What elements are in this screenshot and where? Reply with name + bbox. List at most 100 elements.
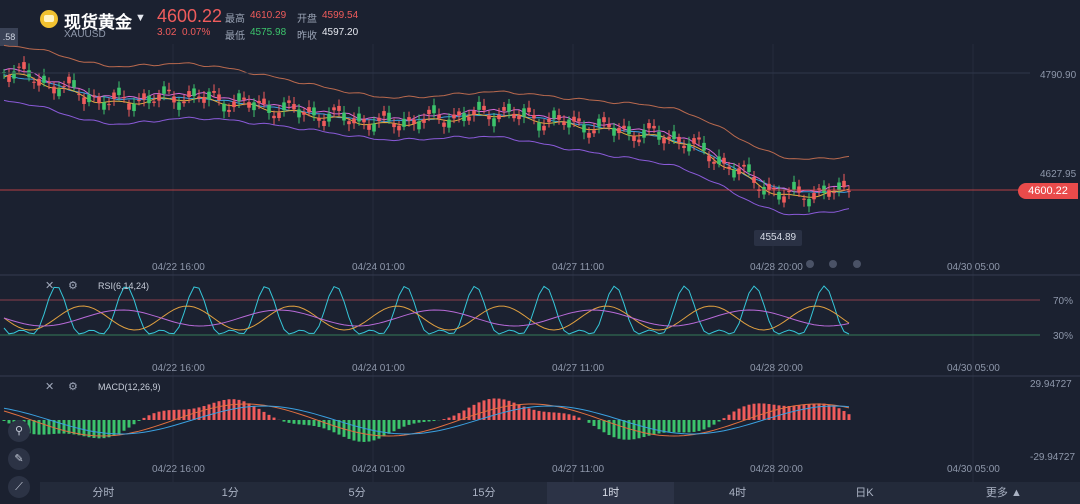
candle-body xyxy=(582,124,586,133)
candle-body xyxy=(372,123,376,132)
macd-bar xyxy=(677,420,681,433)
macd-bar xyxy=(587,420,591,423)
macd-bar xyxy=(387,420,391,434)
candle-body xyxy=(127,103,131,110)
rsi-level-label: 70% xyxy=(1053,296,1073,307)
candle-body xyxy=(462,113,466,122)
candle-body xyxy=(27,70,31,78)
macd-histogram xyxy=(2,398,851,442)
macd-bar xyxy=(237,399,241,420)
pager-dot[interactable] xyxy=(806,260,814,268)
gold-icon xyxy=(40,10,58,28)
candle-body xyxy=(672,131,676,140)
macd-bar xyxy=(627,420,631,440)
tab-timeframe[interactable]: 分时 xyxy=(92,487,115,499)
macd-bar xyxy=(427,420,431,422)
candle-body xyxy=(182,101,186,104)
macd-bar xyxy=(382,420,386,437)
candle-body xyxy=(772,187,776,190)
candle-body xyxy=(402,118,406,127)
macd-bar xyxy=(487,399,491,420)
candle-body xyxy=(832,192,836,194)
instrument-title[interactable]: 现货黄金 xyxy=(64,13,132,32)
candle-body xyxy=(242,97,246,100)
candle-body xyxy=(722,157,726,164)
macd-bar xyxy=(42,420,46,435)
candle-body xyxy=(367,125,371,130)
macd-bar xyxy=(722,418,726,420)
macd-bar xyxy=(457,413,461,420)
candle-body xyxy=(782,196,786,203)
tab-timeframe[interactable]: 日K xyxy=(855,487,874,499)
moving-average-line xyxy=(3,74,850,193)
macd-bar xyxy=(392,420,396,432)
macd-level-label: 29.94727 xyxy=(1030,379,1072,390)
macd-bar xyxy=(152,413,156,420)
candle-body xyxy=(137,99,141,102)
candle-body xyxy=(662,137,666,144)
macd-bar xyxy=(357,420,361,442)
close-icon[interactable]: ✕ xyxy=(45,280,55,292)
pager-dot[interactable] xyxy=(829,260,837,268)
candle-body xyxy=(597,118,601,127)
macd-bar xyxy=(242,401,246,420)
candle-body xyxy=(32,81,36,83)
macd-bar xyxy=(837,408,841,420)
candle-body xyxy=(632,135,636,141)
macd-bar xyxy=(57,420,61,434)
pager-dot[interactable] xyxy=(853,260,861,268)
candle-body xyxy=(737,168,741,175)
macd-bar xyxy=(517,404,521,420)
candle-body xyxy=(532,115,536,119)
candle-body xyxy=(227,109,231,112)
macd-bar xyxy=(102,420,106,439)
macd-bar xyxy=(472,404,476,420)
tab-timeframe[interactable]: 15分 xyxy=(472,487,496,499)
candle-body xyxy=(292,104,296,110)
pencil-icon[interactable]: ✎ xyxy=(8,448,30,470)
candle-body xyxy=(687,143,691,152)
chart-area[interactable]: 4790.90 4627.95 04/22 16:00 04/24 01:00 … xyxy=(0,0,1080,482)
candle-body xyxy=(497,114,501,120)
candle-body xyxy=(407,117,411,121)
candle-body xyxy=(192,88,196,97)
caret-up-icon: ▲ xyxy=(1007,487,1022,499)
gear-icon[interactable]: ⚙ xyxy=(68,280,78,292)
trend-line-icon[interactable]: ⟋ xyxy=(8,476,30,498)
timeframe-tabs: 分时 1分 5分 15分 1时 4时 日K 更多 ▲ xyxy=(40,482,1080,504)
macd-bar xyxy=(447,417,451,420)
more-timeframes-button[interactable]: 更多 ▲ xyxy=(928,482,1080,504)
macd-bar xyxy=(507,400,511,420)
candle-body xyxy=(607,124,611,128)
gear-icon[interactable]: ⚙ xyxy=(68,381,78,393)
candle-body xyxy=(452,114,456,119)
macd-bar xyxy=(817,403,821,420)
candle-body xyxy=(142,93,146,100)
date-label: 04/24 01:00 xyxy=(352,262,405,273)
candle-body xyxy=(667,136,671,140)
candle-body xyxy=(692,138,696,144)
macd-bar xyxy=(47,420,51,435)
macd-bar xyxy=(377,420,381,439)
indicator-tool-icon[interactable]: ⚲ xyxy=(8,420,30,442)
candle-body xyxy=(427,109,431,115)
candle-body xyxy=(807,198,811,207)
macd-bar xyxy=(267,414,271,420)
tab-timeframe[interactable]: 4时 xyxy=(728,487,747,499)
macd-bar xyxy=(562,413,566,420)
candle-body xyxy=(792,181,796,190)
close-icon[interactable]: ✕ xyxy=(45,381,55,393)
chevron-down-icon[interactable]: ▼ xyxy=(135,12,146,24)
macd-bar xyxy=(792,405,796,420)
tab-timeframe[interactable]: 1分 xyxy=(221,487,239,499)
candle-body xyxy=(187,91,191,98)
candle-body xyxy=(612,127,616,136)
tab-timeframe-active[interactable]: 1时 xyxy=(547,482,675,504)
date-label: 04/28 20:00 xyxy=(750,363,803,374)
macd-bar xyxy=(637,420,641,439)
candle-body xyxy=(42,75,46,83)
candlesticks xyxy=(2,56,851,213)
tab-timeframe[interactable]: 5分 xyxy=(348,487,366,499)
macd-bar xyxy=(112,420,116,436)
macd-bar xyxy=(417,420,421,423)
